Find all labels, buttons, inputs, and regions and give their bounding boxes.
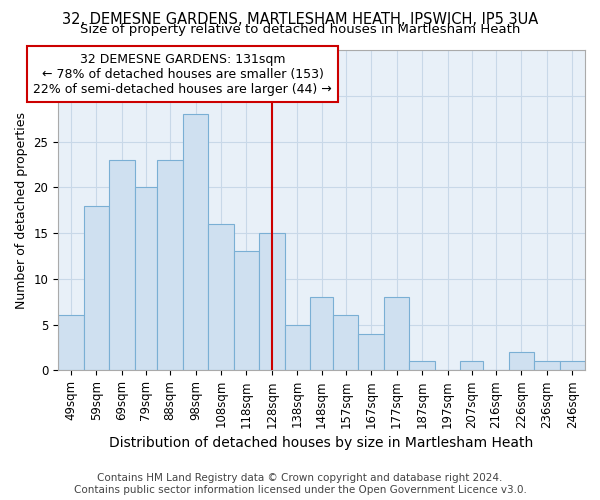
- Bar: [310, 297, 333, 370]
- Text: 32 DEMESNE GARDENS: 131sqm
← 78% of detached houses are smaller (153)
22% of sem: 32 DEMESNE GARDENS: 131sqm ← 78% of deta…: [34, 52, 332, 96]
- Text: 32, DEMESNE GARDENS, MARTLESHAM HEATH, IPSWICH, IP5 3UA: 32, DEMESNE GARDENS, MARTLESHAM HEATH, I…: [62, 12, 538, 28]
- Bar: [534, 361, 560, 370]
- Bar: [109, 160, 134, 370]
- Bar: [157, 160, 183, 370]
- Bar: [234, 252, 259, 370]
- Y-axis label: Number of detached properties: Number of detached properties: [15, 112, 28, 308]
- Text: Contains HM Land Registry data © Crown copyright and database right 2024.
Contai: Contains HM Land Registry data © Crown c…: [74, 474, 526, 495]
- Bar: [183, 114, 208, 370]
- Bar: [58, 316, 83, 370]
- X-axis label: Distribution of detached houses by size in Martlesham Heath: Distribution of detached houses by size …: [109, 436, 534, 450]
- Text: Size of property relative to detached houses in Martlesham Heath: Size of property relative to detached ho…: [80, 22, 520, 36]
- Bar: [134, 188, 157, 370]
- Bar: [259, 233, 284, 370]
- Bar: [409, 361, 435, 370]
- Bar: [208, 224, 234, 370]
- Bar: [384, 297, 409, 370]
- Bar: [358, 334, 384, 370]
- Bar: [83, 206, 109, 370]
- Bar: [509, 352, 534, 370]
- Bar: [284, 324, 310, 370]
- Bar: [560, 361, 585, 370]
- Bar: [333, 316, 358, 370]
- Bar: [460, 361, 483, 370]
